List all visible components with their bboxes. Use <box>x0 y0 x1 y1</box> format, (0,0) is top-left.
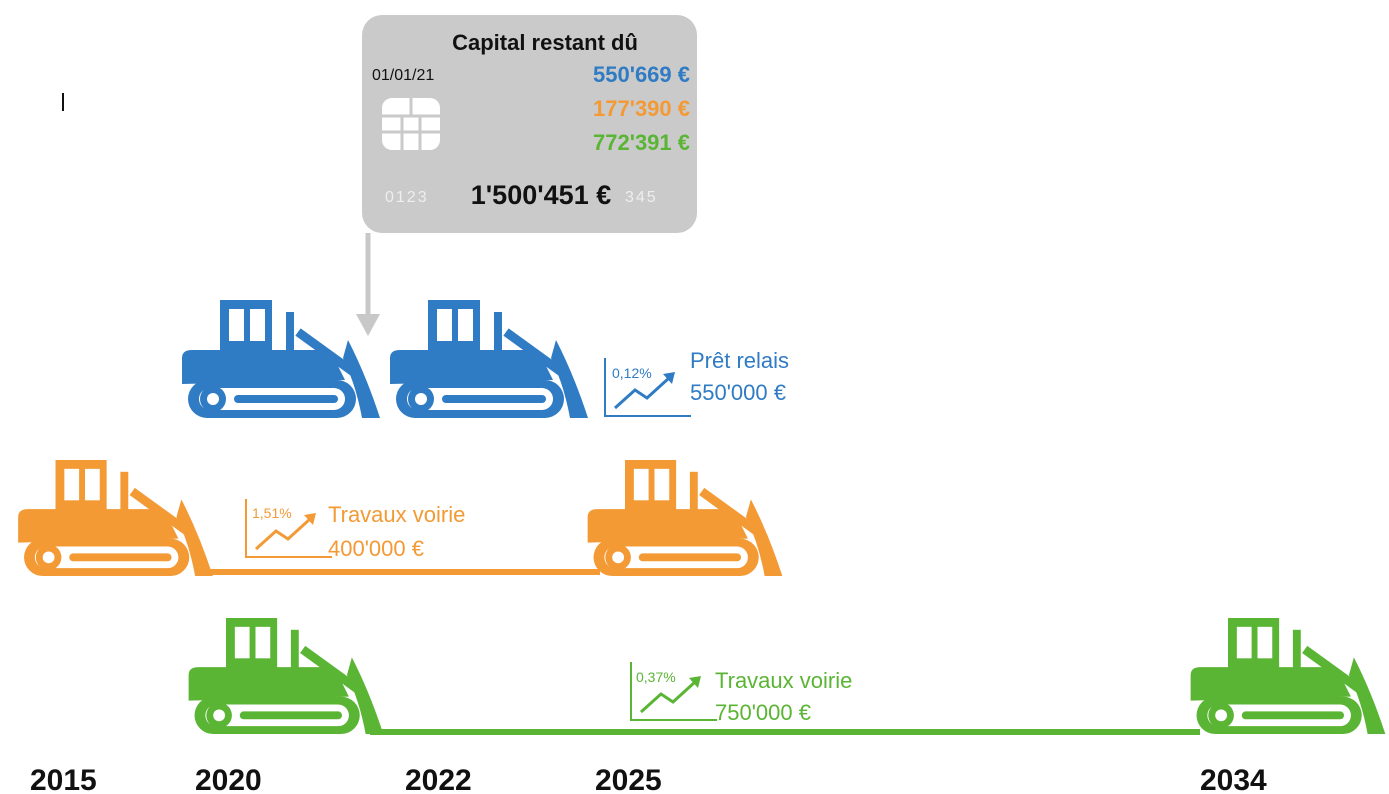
bulldozer <box>189 618 384 734</box>
loan: 0,37% Travaux voirie 750'000 € <box>189 618 1386 735</box>
year-label: 2015 <box>30 764 97 794</box>
card-amount: 550'669 € <box>593 62 690 87</box>
arrow <box>356 233 380 336</box>
chip <box>382 98 440 150</box>
balance-card: Capital restant dû 01/01/21 550'669 € 17… <box>362 15 697 233</box>
cursor <box>62 93 64 111</box>
card-number: 0123 <box>385 189 429 206</box>
year-label: 2020 <box>195 764 262 794</box>
loan-amount: 550'000 € <box>690 380 786 405</box>
card-total: 1'500'451 € <box>471 180 611 210</box>
duration-line <box>200 569 600 575</box>
loan-amount: 750'000 € <box>715 700 811 725</box>
loan-name: Travaux voirie <box>328 502 465 527</box>
card-bg <box>362 15 697 233</box>
bulldozer <box>1191 618 1386 734</box>
year-label: 2034 <box>1200 764 1267 794</box>
card-title: Capital restant dû <box>452 30 638 55</box>
loan-rate: 1,51% <box>252 505 292 521</box>
card-number: 345 <box>625 189 658 206</box>
loan-rate: 0,12% <box>612 365 652 381</box>
bulldozer <box>18 460 213 576</box>
year-label: 2025 <box>595 764 662 794</box>
year-label: 2022 <box>405 764 472 794</box>
bulldozer <box>390 300 588 418</box>
bulldozer <box>588 460 783 576</box>
card-amount: 772'391 € <box>593 130 690 155</box>
bulldozer <box>182 300 380 418</box>
card-date: 01/01/21 <box>372 67 434 84</box>
loan-name: Travaux voirie <box>715 668 852 693</box>
loan: 0,12% Prêt relais 550'000 € <box>182 300 789 418</box>
loan-amount: 400'000 € <box>328 536 424 561</box>
loan: 1,51% Travaux voirie 400'000 € <box>18 460 782 576</box>
loan-name: Prêt relais <box>690 348 789 373</box>
duration-line <box>370 729 1200 735</box>
card-amount: 177'390 € <box>593 96 690 121</box>
loan-rate: 0,37% <box>636 669 676 685</box>
